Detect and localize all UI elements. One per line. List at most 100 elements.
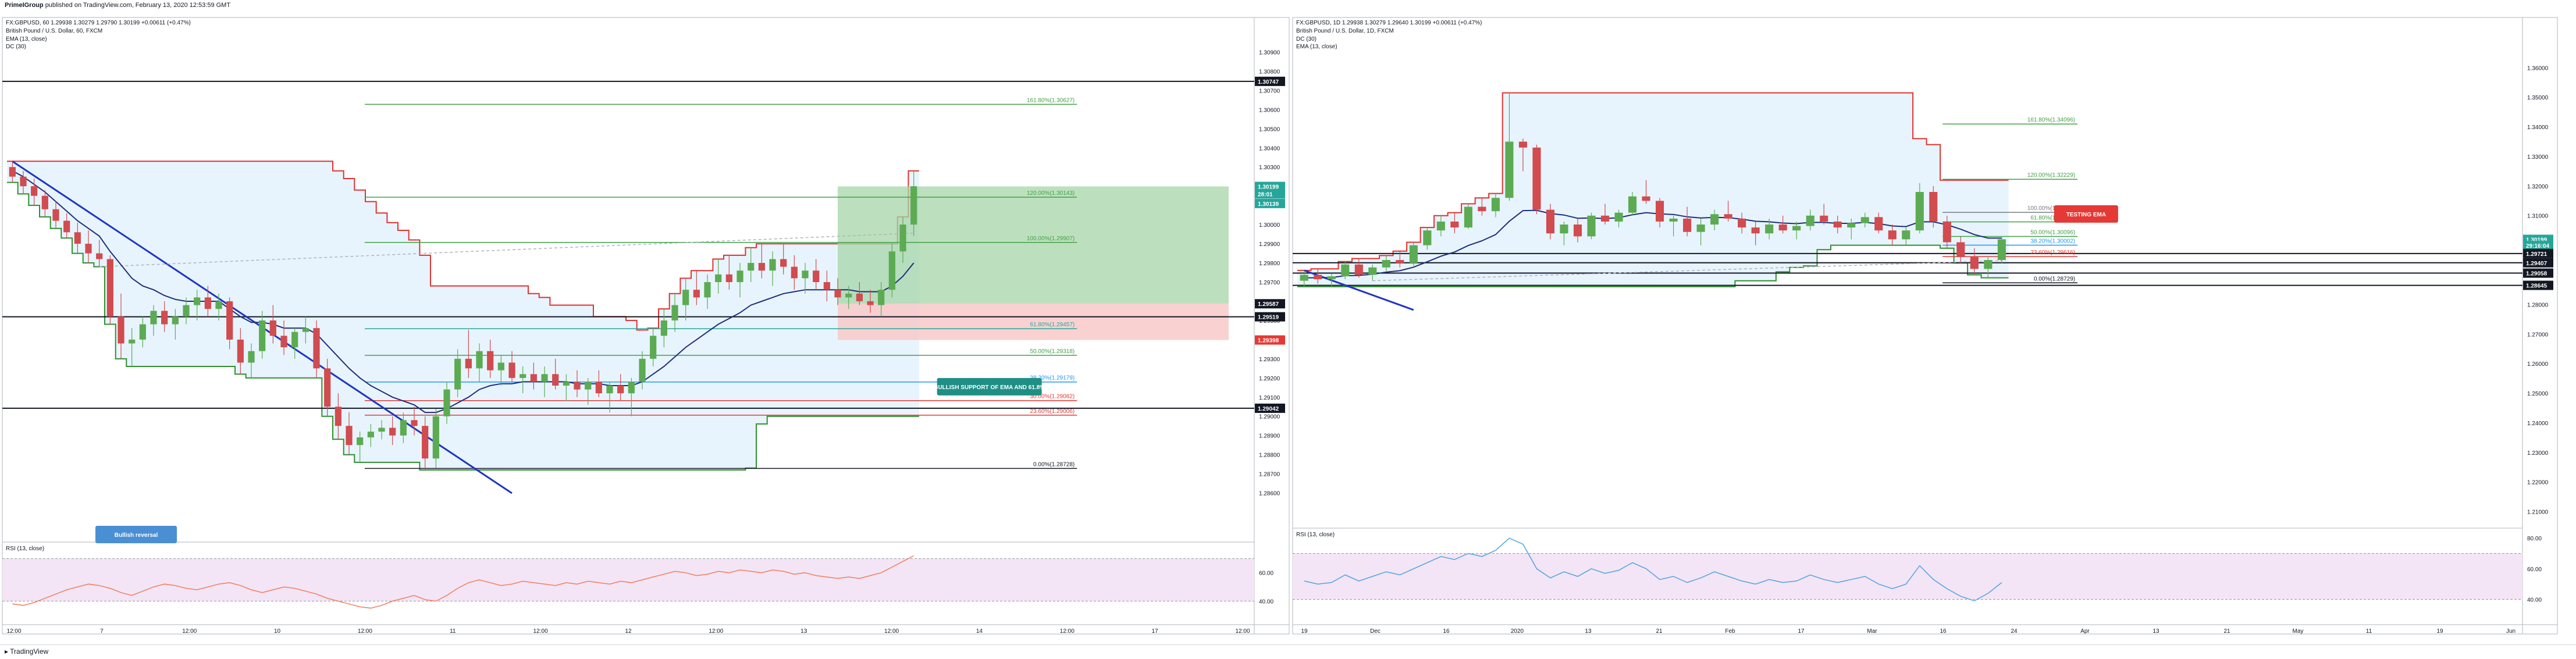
candle (215, 293, 222, 320)
downtrend-line (1304, 269, 1414, 311)
candle (357, 432, 364, 462)
donchian-upper-line (1297, 92, 2009, 271)
candle-body (1669, 218, 1678, 222)
candle (1600, 204, 1610, 225)
indicator-legend: DC (30) (1296, 36, 1317, 42)
x-tick-label: 12:00 (182, 628, 197, 635)
fib-level-label: 100.00%(1.32063) (2027, 205, 2075, 212)
candle (1724, 201, 1732, 222)
candle-body (910, 186, 917, 225)
donchian-fill (1297, 92, 2009, 287)
y-tick-label: 1.34000 (2527, 124, 2549, 131)
candle (856, 282, 863, 305)
candle (574, 370, 581, 397)
candle (259, 311, 266, 359)
candle (1820, 204, 1828, 225)
fib-level-label: 120.00%(1.30143) (1027, 190, 1074, 197)
candle-body (748, 263, 755, 271)
candle-body (715, 274, 722, 282)
x-tick-label: 12:00 (1060, 628, 1074, 635)
candle (497, 355, 504, 386)
candle (1860, 212, 1869, 228)
price-label-box (1255, 299, 1285, 309)
candle-body (1368, 267, 1377, 275)
candle-body (1587, 215, 1596, 237)
candle-body (1833, 221, 1842, 228)
x-tick-label: 21 (1656, 628, 1663, 635)
candle (237, 328, 244, 375)
rsi-title: RSI (13, close) (6, 546, 44, 552)
candle-body (465, 358, 472, 369)
candle-body (280, 336, 287, 348)
panel-frame (2, 17, 1290, 635)
x-tick-label: 12:00 (533, 628, 548, 635)
candle-body (639, 358, 646, 382)
x-tick-label: 12:00 (884, 628, 899, 635)
candle (736, 263, 743, 298)
candle (1997, 237, 2006, 264)
candle-body (671, 305, 678, 320)
candle-body (1409, 245, 1418, 263)
candle-body (226, 301, 233, 340)
candle (823, 270, 830, 301)
annotation-callout (2054, 205, 2118, 223)
x-tick-label: 17 (1152, 628, 1159, 635)
x-tick-label: 14 (976, 628, 983, 635)
candle (1888, 225, 1897, 245)
candle-body (1518, 141, 1528, 148)
candle-body (520, 374, 526, 378)
x-tick-label: 16 (1443, 628, 1450, 635)
long-position-target-zone (838, 186, 1229, 304)
ema-line (12, 170, 915, 414)
price-label-box (1255, 312, 1285, 322)
fib-level-label: 0.00%(1.28729) (2034, 276, 2075, 282)
candle-body (1902, 230, 1910, 240)
candle (1656, 198, 1664, 228)
tradingview-logo[interactable]: ▸ TradingView (5, 647, 49, 656)
candle (1382, 255, 1390, 272)
candle-body (1847, 223, 1856, 228)
candle-body (367, 432, 374, 437)
candle-body (530, 374, 537, 382)
candle-body (204, 297, 211, 309)
candle (1491, 193, 1500, 218)
candle-body (1738, 218, 1746, 228)
y-tick-label: 1.30700 (1259, 88, 1280, 94)
y-tick-label: 1.30500 (1259, 126, 1280, 133)
price-label-text: 1.29519 (1258, 315, 1279, 321)
candle-body (1478, 206, 1486, 212)
candle (1628, 192, 1637, 216)
indicator-legend: EMA (13, close) (1296, 44, 1337, 50)
fib-level-label: 50.00%(1.29318) (1030, 348, 1075, 355)
price-label-text: 1.30199 (2526, 237, 2547, 243)
footer: ▸ TradingView (0, 644, 2576, 659)
panel-frame (1292, 17, 2558, 635)
candle-body (106, 259, 113, 317)
candle (1738, 212, 1746, 234)
price-label-text: 1.29058 (2526, 271, 2547, 277)
x-tick-label: 13 (2152, 628, 2159, 635)
candle-body (1915, 192, 1924, 231)
candle (465, 330, 472, 378)
chart-header: PrimeIGroup published on TradingView.com… (0, 0, 2576, 17)
candle-body (704, 282, 711, 298)
chart-stage: FX:GBPUSD, 60 1.29938 1.30279 1.29790 1.… (2, 17, 2558, 635)
chart-panel-2: FX:GBPUSD, 1D 1.29938 1.30279 1.29640 1.… (1292, 17, 2558, 635)
rsi-title: RSI (13, close) (1296, 532, 1335, 538)
candle (834, 278, 841, 305)
candle (291, 328, 298, 359)
y-tick-label: 1.29700 (1259, 280, 1280, 286)
candle-body (1546, 209, 1555, 234)
candle (1423, 227, 1432, 250)
donchian-lower-line (1297, 244, 2009, 287)
fib-level-label: 38.20%(1.29179) (1030, 375, 1075, 382)
candle (639, 351, 646, 390)
candle-body (269, 320, 276, 336)
candle-body (432, 416, 439, 459)
candle (552, 358, 559, 390)
candle (878, 282, 885, 317)
candle (194, 290, 201, 320)
candle (1710, 209, 1719, 231)
fib-level-label: 161.80%(1.30627) (1027, 97, 1074, 104)
candle-body (508, 362, 515, 378)
